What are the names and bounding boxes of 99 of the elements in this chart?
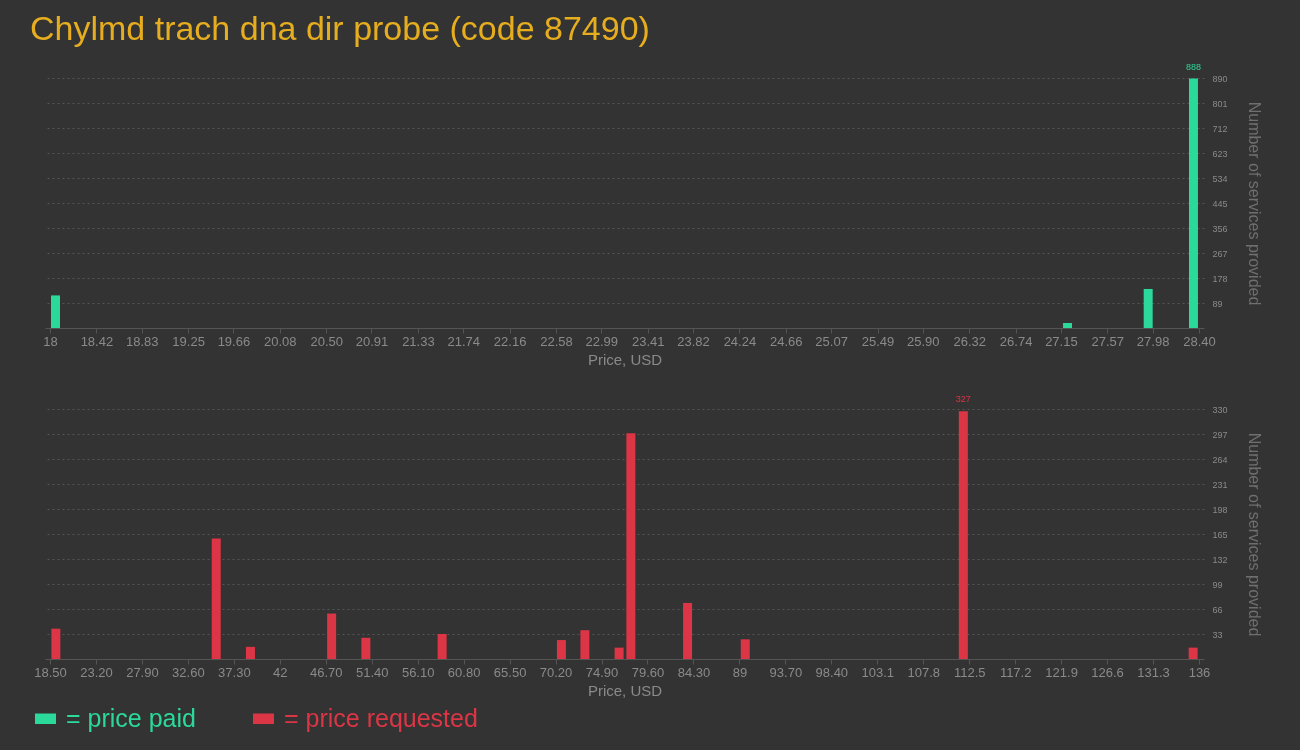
- bar: [1143, 288, 1153, 328]
- bar: [1063, 322, 1073, 328]
- x-tick-label: 24.66: [770, 333, 803, 349]
- y-tick-label: 99: [1212, 579, 1223, 590]
- x-tick-label: 27.90: [126, 664, 159, 680]
- x-tick-label: 32.60: [172, 664, 205, 680]
- data-label: 327: [955, 394, 971, 405]
- x-tick-label: 22.58: [540, 333, 573, 349]
- bar: [740, 639, 750, 659]
- x-tick-label: 22.16: [493, 333, 527, 349]
- y-tick-label: 178: [1212, 273, 1228, 284]
- x-tick-label: 26.32: [953, 333, 986, 349]
- x-tick-label: 51.40: [355, 664, 389, 680]
- x-tick-label: 107.8: [907, 664, 941, 680]
- x-tick-label: 20.08: [264, 333, 297, 349]
- x-tick-label: 25.07: [815, 333, 848, 349]
- x-tick-label: 28.40: [1183, 333, 1216, 349]
- x-tick-label: 22.99: [585, 333, 619, 349]
- x-tick-label: 42: [273, 664, 288, 680]
- x-tick-label: 18.83: [125, 333, 159, 349]
- x-tick-label: 20.91: [355, 333, 389, 349]
- y-tick-label: 623: [1212, 148, 1228, 159]
- x-tick-label: 79.60: [631, 664, 665, 680]
- x-tick-label: 24.24: [723, 333, 757, 349]
- y-tick-label: 356: [1212, 223, 1228, 234]
- y-tick-label: 297: [1212, 429, 1228, 440]
- y-tick-label: 165: [1212, 529, 1228, 540]
- bar: [1188, 78, 1198, 328]
- data-label: 888: [1185, 61, 1201, 72]
- bar: [437, 634, 447, 659]
- x-tick-label: 103.1: [861, 664, 895, 680]
- bar: [1188, 647, 1198, 659]
- bar: [580, 630, 590, 659]
- x-tick-label: 70.20: [539, 664, 573, 680]
- x-tick-label: 23.82: [677, 333, 710, 349]
- x-tick-label: 46.70: [309, 664, 343, 680]
- bar: [327, 613, 337, 659]
- y-tick-label: 445: [1212, 198, 1228, 209]
- y-axis-title: Number of services provided: [1245, 101, 1263, 306]
- y-tick-label: 198: [1212, 504, 1228, 515]
- bar: [958, 411, 968, 659]
- y-axis-title: Number of services provided: [1245, 432, 1263, 637]
- y-tick-label: 712: [1212, 123, 1228, 134]
- x-tick-label: 21.74: [447, 333, 480, 349]
- x-axis-title: Price, USD: [587, 350, 663, 368]
- x-tick-label: 23.20: [80, 664, 113, 680]
- x-tick-label: 18.42: [80, 333, 114, 349]
- x-axis-title: Price, USD: [587, 681, 663, 699]
- x-tick-label: 117.2: [999, 664, 1032, 680]
- y-tick-label: 801: [1212, 98, 1228, 109]
- x-tick-label: 126.6: [1091, 664, 1124, 680]
- x-tick-label: 74.90: [585, 664, 619, 680]
- bar: [51, 295, 61, 328]
- y-tick-label: 264: [1212, 454, 1228, 465]
- x-tick-label: 23.41: [631, 333, 665, 349]
- bar: [51, 628, 61, 659]
- x-tick-label: 84.30: [677, 664, 711, 680]
- x-tick-label: 56.10: [401, 664, 435, 680]
- x-tick-label: 25.49: [861, 333, 895, 349]
- bar: [614, 647, 624, 659]
- y-tick-label: 231: [1212, 479, 1228, 490]
- x-tick-label: 19.66: [217, 333, 251, 349]
- legend-label: = price paid: [66, 703, 196, 732]
- y-tick-label: 330: [1212, 404, 1228, 415]
- bar: [211, 538, 221, 659]
- y-tick-label: 132: [1212, 554, 1228, 565]
- x-tick-label: 131.3: [1137, 664, 1170, 680]
- x-tick-label: 93.70: [769, 664, 803, 680]
- x-tick-label: 25.90: [907, 333, 940, 349]
- x-tick-label: 18: [43, 333, 58, 349]
- x-tick-label: 98.40: [815, 664, 849, 680]
- y-tick-label: 534: [1212, 173, 1228, 184]
- y-tick-label: 89: [1212, 298, 1223, 309]
- x-tick-label: 37.30: [218, 664, 251, 680]
- x-tick-label: 27.15: [1045, 333, 1078, 349]
- y-tick-label: 890: [1212, 73, 1228, 84]
- bar: [683, 602, 693, 659]
- y-tick-label: 267: [1212, 248, 1228, 259]
- legend-label: = price requested: [284, 703, 478, 732]
- x-tick-label: 26.74: [999, 333, 1033, 349]
- y-tick-label: 33: [1212, 629, 1223, 640]
- bar: [245, 646, 255, 659]
- x-tick-label: 60.80: [447, 664, 481, 680]
- chart-title: Chylmd trach dna dir probe (code 87490): [30, 8, 650, 47]
- x-tick-label: 27.98: [1136, 333, 1170, 349]
- bar: [361, 637, 371, 659]
- x-tick-label: 112.5: [953, 664, 986, 680]
- x-tick-label: 20.50: [310, 333, 343, 349]
- x-tick-label: 121.9: [1045, 664, 1078, 680]
- x-tick-label: 27.57: [1091, 333, 1125, 349]
- x-tick-label: 21.33: [402, 333, 435, 349]
- y-tick-label: 66: [1212, 604, 1223, 615]
- x-tick-label: 19.25: [172, 333, 205, 349]
- x-tick-label: 89: [732, 664, 748, 680]
- bar: [556, 640, 566, 659]
- x-tick-label: 136: [1188, 664, 1211, 680]
- x-tick-label: 65.50: [493, 664, 527, 680]
- x-tick-label: 18.50: [34, 664, 67, 680]
- bar: [626, 433, 636, 659]
